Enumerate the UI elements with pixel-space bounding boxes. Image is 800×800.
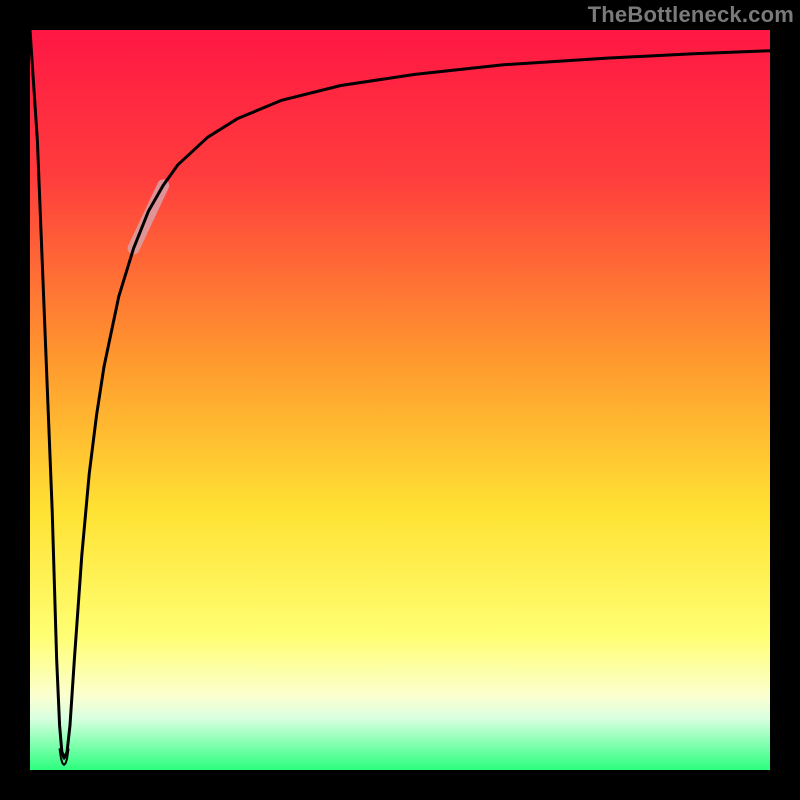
watermark-label: TheBottleneck.com — [588, 2, 794, 28]
gradient-background — [30, 30, 770, 770]
chart-stage: TheBottleneck.com — [0, 0, 800, 800]
bottleneck-curve-chart — [0, 0, 800, 800]
